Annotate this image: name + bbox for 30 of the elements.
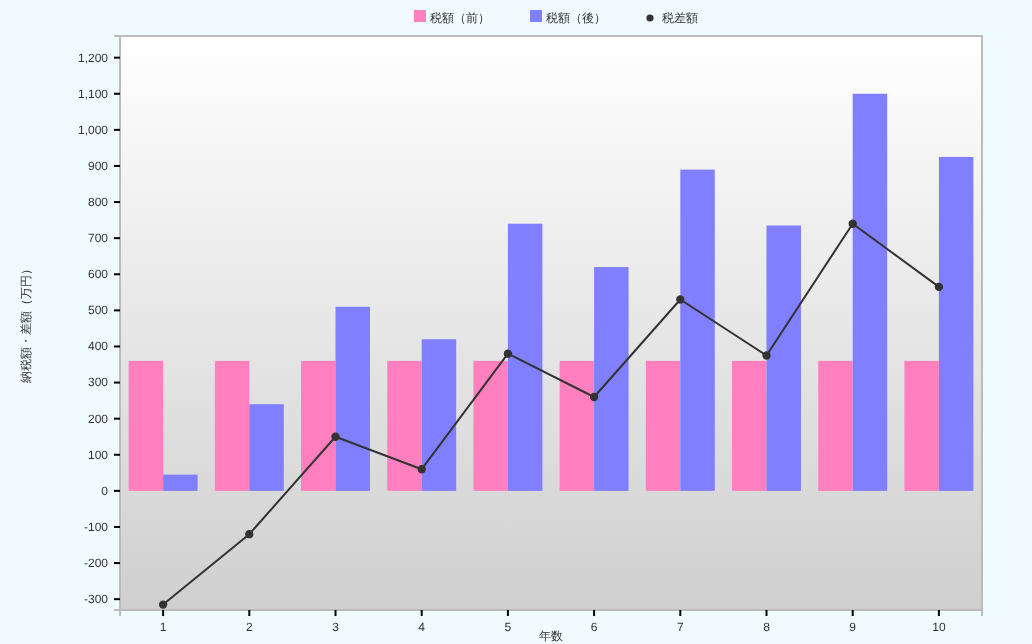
bar [301, 360, 336, 491]
bar [818, 360, 853, 491]
bar [904, 360, 939, 491]
bar [163, 474, 198, 491]
bar [387, 360, 422, 491]
bar [421, 339, 457, 491]
bar [214, 360, 250, 491]
bar [559, 360, 595, 491]
bar [128, 360, 164, 491]
point [676, 295, 685, 304]
point [417, 465, 426, 474]
bar [507, 223, 543, 491]
bar [249, 404, 284, 491]
point [331, 432, 340, 441]
bar [594, 267, 629, 491]
point [245, 530, 254, 539]
bar [732, 360, 767, 491]
bar [335, 306, 370, 491]
point [848, 219, 857, 228]
bar [852, 93, 888, 491]
bar [766, 225, 801, 491]
bar [938, 156, 974, 491]
bar [473, 360, 508, 491]
bar [645, 360, 681, 491]
point [934, 282, 944, 292]
point [503, 349, 513, 358]
point [762, 351, 771, 360]
point [158, 600, 168, 609]
bar [680, 169, 715, 491]
point [589, 392, 599, 402]
